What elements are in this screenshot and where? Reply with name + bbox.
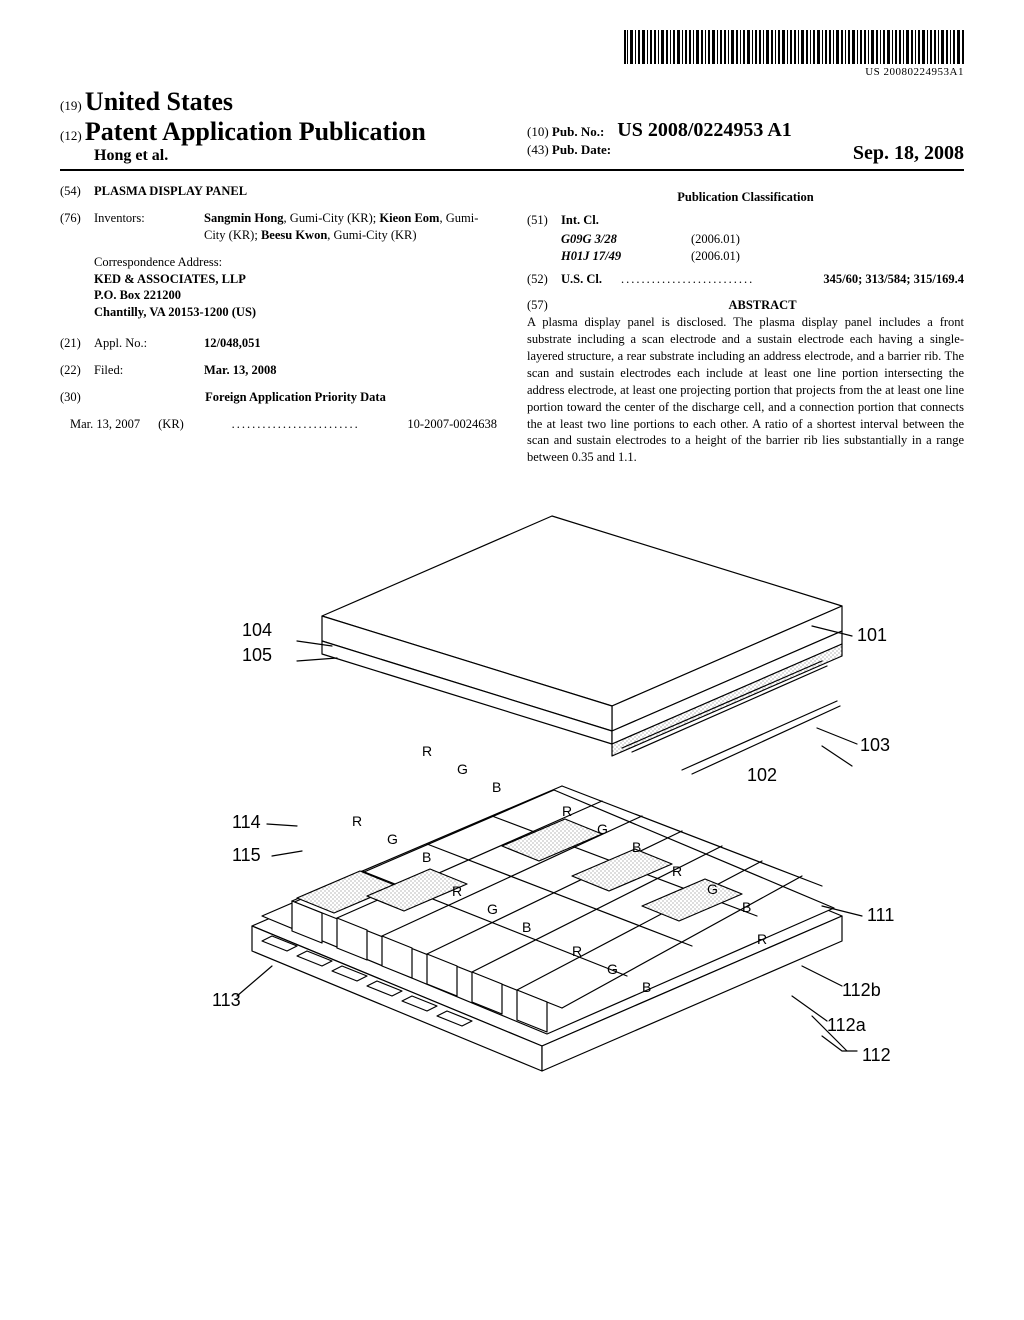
- pub-no-code: (10): [527, 124, 549, 139]
- fig-label-104: 104: [242, 620, 272, 640]
- us-dots: ..........................: [621, 271, 823, 288]
- int-year-2: (2006.01): [691, 248, 740, 265]
- corr-name: KED & ASSOCIATES, LLP: [94, 271, 497, 288]
- fig-B6: B: [642, 979, 651, 995]
- fig-B: B: [492, 779, 501, 795]
- pub-date: Sep. 18, 2008: [853, 142, 964, 165]
- fig-label-112a: 112a: [827, 1015, 867, 1035]
- int-year-1: (2006.01): [691, 231, 740, 248]
- abstract-text: A plasma display panel is disclosed. The…: [527, 314, 964, 466]
- foreign-heading: Foreign Application Priority Data: [94, 389, 497, 406]
- fig-label-113: 113: [212, 990, 241, 1010]
- fig-G: G: [457, 761, 468, 777]
- pub-type: Patent Application Publication: [85, 117, 426, 146]
- right-column: Publication Classification (51) Int. Cl.…: [527, 183, 964, 466]
- fig-label-105: 105: [242, 645, 272, 665]
- left-column: (54) PLASMA DISPLAY PANEL (76) Inventors…: [60, 183, 497, 466]
- fig-R4: R: [452, 883, 462, 899]
- foreign-country: (KR): [158, 416, 184, 433]
- appl-value: 12/048,051: [204, 335, 497, 352]
- fig-label-101: 101: [857, 625, 887, 645]
- fig-R2: R: [352, 813, 362, 829]
- us-code: (52): [527, 271, 561, 288]
- country-name: United States: [85, 87, 233, 116]
- fig-label-115: 115: [232, 845, 261, 865]
- abstract-code: (57): [527, 297, 561, 314]
- int-class-2: H01J 17/49: [561, 248, 691, 265]
- pub-date-label: Pub. Date:: [552, 142, 611, 157]
- invention-title: PLASMA DISPLAY PANEL: [94, 183, 247, 200]
- title-code: (54): [60, 183, 94, 200]
- us-value: 345/60; 313/584; 315/169.4: [823, 271, 964, 288]
- pub-date-code: (43): [527, 142, 549, 157]
- inventors-code: (76): [60, 210, 94, 244]
- int-code: (51): [527, 212, 561, 229]
- corr-pobox: P.O. Box 221200: [94, 287, 497, 304]
- fig-label-111: 111: [867, 905, 894, 925]
- fig-G6: G: [607, 961, 618, 977]
- fig-label-112: 112: [862, 1045, 891, 1065]
- int-class-1: G09G 3/28: [561, 231, 691, 248]
- barcode-svg: [624, 30, 964, 64]
- inventor-1-loc: , Gumi-City (KR);: [284, 211, 380, 225]
- pub-type-code: (12): [60, 128, 82, 143]
- fig-B2: B: [422, 849, 431, 865]
- barcode-region: US 20080224953A1: [60, 30, 964, 79]
- filed-value: Mar. 13, 2008: [204, 362, 497, 379]
- fig-G5: G: [707, 881, 718, 897]
- corr-heading: Correspondence Address:: [94, 254, 497, 271]
- filed-code: (22): [60, 362, 94, 379]
- pub-no-label: Pub. No.:: [552, 124, 604, 139]
- inventor-3: Beesu Kwon: [261, 228, 327, 242]
- foreign-dots: .........................: [184, 416, 408, 433]
- fig-label-114: 114: [232, 812, 261, 832]
- fig-R6: R: [572, 943, 582, 959]
- fig-R5: R: [672, 863, 682, 879]
- patent-figure: 104 105 101 103 102 114 115 113 111 112b…: [60, 496, 964, 1140]
- pub-class-heading: Publication Classification: [527, 189, 964, 206]
- fig-label-102: 102: [747, 765, 777, 785]
- figure-svg: 104 105 101 103 102 114 115 113 111 112b…: [122, 496, 902, 1136]
- inventor-1: Sangmin Hong: [204, 211, 284, 225]
- inventor-2: Kieon Eom: [379, 211, 439, 225]
- us-label: U.S. Cl.: [561, 271, 621, 288]
- appl-code: (21): [60, 335, 94, 352]
- barcode: US 20080224953A1: [624, 30, 964, 78]
- inventors-label: Inventors:: [94, 210, 204, 244]
- filed-label: Filed:: [94, 362, 204, 379]
- int-label: Int. Cl.: [561, 212, 599, 229]
- foreign-num: 10-2007-0024638: [407, 416, 497, 433]
- body-columns: (54) PLASMA DISPLAY PANEL (76) Inventors…: [60, 183, 964, 466]
- barcode-text: US 20080224953A1: [624, 66, 964, 78]
- fig-R7: R: [757, 931, 767, 947]
- fig-R3: R: [562, 803, 572, 819]
- pub-no: US 2008/0224953 A1: [617, 119, 791, 141]
- fig-B3: B: [632, 839, 641, 855]
- fig-label-103: 103: [860, 735, 890, 755]
- fig-B5: B: [742, 899, 751, 915]
- foreign-code: (30): [60, 389, 94, 406]
- foreign-date: Mar. 13, 2007: [70, 416, 140, 433]
- corr-city: Chantilly, VA 20153-1200 (US): [94, 304, 497, 321]
- fig-G2: G: [387, 831, 398, 847]
- fig-label-112b: 112b: [842, 980, 881, 1000]
- appl-label: Appl. No.:: [94, 335, 204, 352]
- header-block: (19) United States (12) Patent Applicati…: [60, 87, 964, 171]
- fig-G4: G: [487, 901, 498, 917]
- country-code: (19): [60, 98, 82, 113]
- abstract-heading: ABSTRACT: [561, 297, 964, 314]
- fig-G3: G: [597, 821, 608, 837]
- authors: Hong et al.: [60, 147, 497, 165]
- fig-R: R: [422, 743, 432, 759]
- inventor-3-loc: , Gumi-City (KR): [327, 228, 416, 242]
- fig-B4: B: [522, 919, 531, 935]
